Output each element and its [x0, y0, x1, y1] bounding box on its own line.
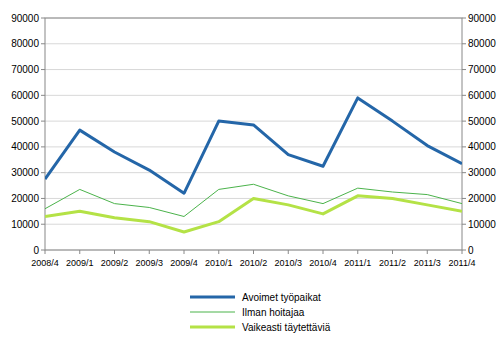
tick-mark — [427, 250, 428, 254]
tick-mark — [357, 250, 358, 254]
grid-line — [45, 172, 462, 173]
tick-mark — [462, 121, 466, 122]
tick-mark — [323, 250, 324, 254]
legend-swatch — [190, 296, 235, 299]
tick-mark — [218, 250, 219, 254]
tick-label: 70000 — [468, 64, 496, 75]
tick-mark — [79, 250, 80, 254]
tick-label: 2010/4 — [309, 258, 337, 268]
tick-label: 40000 — [468, 141, 496, 152]
tick-label: 10000 — [11, 219, 39, 230]
tick-label: 2009/4 — [170, 258, 198, 268]
tick-mark — [462, 250, 466, 251]
tick-mark — [184, 250, 185, 254]
tick-label: 2009/1 — [66, 258, 94, 268]
tick-label: 90000 — [11, 13, 39, 24]
tick-mark — [462, 224, 466, 225]
tick-label: 2010/2 — [240, 258, 268, 268]
grid-line — [45, 95, 462, 96]
tick-label: 30000 — [11, 167, 39, 178]
tick-label: 40000 — [11, 141, 39, 152]
grid-line — [45, 69, 462, 70]
tick-label: 20000 — [468, 193, 496, 204]
legend-swatch — [190, 312, 235, 313]
tick-mark — [462, 146, 466, 147]
tick-label: 60000 — [11, 90, 39, 101]
tick-mark — [392, 250, 393, 254]
tick-label: 2011/3 — [414, 258, 441, 268]
grid-line — [45, 121, 462, 122]
tick-mark — [41, 43, 45, 44]
tick-mark — [462, 43, 466, 44]
tick-label: 2009/3 — [135, 258, 163, 268]
tick-label: 70000 — [11, 64, 39, 75]
series-line — [45, 98, 462, 193]
tick-mark — [41, 250, 45, 251]
tick-mark — [41, 18, 45, 19]
tick-mark — [462, 250, 463, 254]
legend-label: Avoimet työpaikat — [242, 292, 321, 303]
tick-label: 80000 — [11, 38, 39, 49]
tick-label: 2011/1 — [344, 258, 371, 268]
tick-label: 60000 — [468, 90, 496, 101]
legend-swatch — [190, 326, 235, 329]
tick-mark — [114, 250, 115, 254]
tick-mark — [41, 198, 45, 199]
legend-label: Ilman hoitajaa — [242, 307, 305, 318]
tick-mark — [149, 250, 150, 254]
chart: 0 0 10000 10000 20000 20000 30000 30000 40000 400… — [0, 0, 500, 350]
tick-label: 2008/4 — [31, 258, 59, 268]
tick-mark — [462, 18, 466, 19]
tick-mark — [462, 95, 466, 96]
tick-mark — [462, 198, 466, 199]
tick-label: 10000 — [468, 219, 496, 230]
tick-label: 80000 — [468, 38, 496, 49]
tick-label: 50000 — [11, 116, 39, 127]
tick-mark — [41, 69, 45, 70]
plot-frame — [45, 18, 462, 250]
legend-label: Vaikeasti täytettäviä — [242, 322, 331, 333]
tick-mark — [41, 95, 45, 96]
tick-label: 2009/2 — [101, 258, 129, 268]
tick-label: 2011/2 — [379, 258, 406, 268]
tick-label: 20000 — [11, 193, 39, 204]
grid-line — [45, 224, 462, 225]
tick-mark — [41, 224, 45, 225]
tick-label: 2010/3 — [274, 258, 302, 268]
series-line — [45, 196, 462, 232]
tick-mark — [288, 250, 289, 254]
tick-mark — [41, 172, 45, 173]
tick-label: 2010/1 — [205, 258, 233, 268]
tick-mark — [41, 146, 45, 147]
tick-mark — [462, 172, 466, 173]
tick-mark — [45, 250, 46, 254]
tick-mark — [41, 121, 45, 122]
grid-line — [45, 43, 462, 44]
plot-area — [45, 98, 462, 232]
tick-label: 2011/4 — [449, 258, 476, 268]
tick-label: 30000 — [468, 167, 496, 178]
tick-label: 50000 — [468, 116, 496, 127]
tick-label: 90000 — [468, 13, 496, 24]
tick-mark — [462, 69, 466, 70]
tick-label: 0 — [33, 245, 39, 256]
tick-label: 0 — [468, 245, 474, 256]
tick-mark — [253, 250, 254, 254]
